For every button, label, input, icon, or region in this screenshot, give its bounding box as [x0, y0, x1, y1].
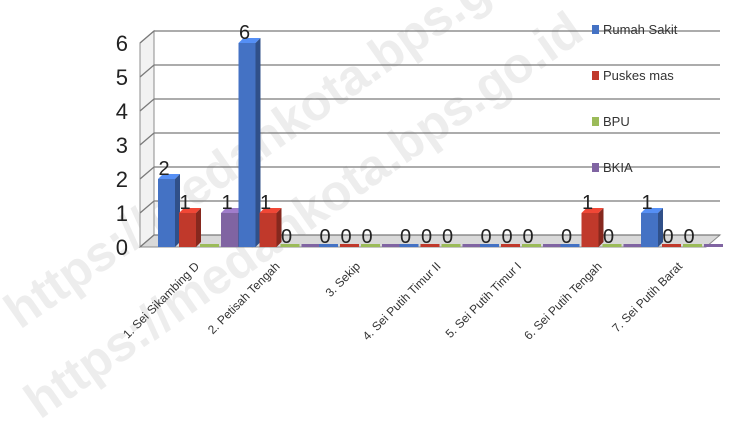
gridline [139, 200, 720, 214]
legend-swatch [592, 117, 599, 126]
bar [501, 244, 520, 247]
bar [420, 244, 440, 247]
bar-top [221, 208, 243, 213]
bar-top [641, 208, 663, 213]
bar-side [255, 38, 261, 247]
bar [221, 213, 238, 247]
bar [543, 244, 562, 247]
y-tick-label: 4 [116, 99, 128, 124]
bar-side [196, 208, 201, 247]
bar-top [238, 38, 261, 43]
legend-swatch [592, 163, 599, 172]
legend-swatch [592, 25, 599, 34]
bar [560, 244, 580, 247]
gridline [139, 30, 720, 44]
category-label: 6. Sei Putih Tengah [521, 259, 604, 342]
y-tick-label: 3 [116, 133, 128, 158]
bar-top [158, 174, 180, 179]
data-label: 1 [221, 192, 232, 214]
bar-top [179, 208, 201, 213]
data-label: 0 [442, 226, 453, 248]
bar [662, 244, 681, 247]
data-label: 0 [319, 226, 330, 248]
bar [641, 213, 658, 247]
bar [361, 244, 380, 247]
bar [480, 244, 499, 247]
bar-side [598, 208, 604, 247]
data-label: 1 [260, 192, 271, 214]
watermark-text: https://medankota.bps.go.id [14, 1, 592, 422]
data-label: 0 [603, 226, 614, 248]
gridline [139, 166, 720, 180]
gridline [139, 64, 720, 78]
bar-side [276, 208, 282, 247]
bar [704, 244, 723, 247]
legend-label: BPU [603, 114, 630, 129]
y-tick-label: 0 [116, 235, 128, 260]
bar [259, 213, 277, 247]
bar [301, 244, 321, 247]
bar [602, 244, 622, 247]
bar [158, 179, 175, 247]
bar [441, 244, 461, 247]
bar-side [658, 208, 663, 247]
data-label: 0 [421, 226, 432, 248]
bar [522, 244, 541, 247]
bar-side [175, 174, 180, 247]
bar [340, 244, 359, 247]
y-tick-label: 2 [116, 167, 128, 192]
category-label: 4. Sei Putih Timur II [360, 259, 444, 343]
y-tick-label: 1 [116, 201, 128, 226]
watermark-layer: https://medankota.bps.go.id https://meda… [0, 0, 592, 422]
data-label: 2 [158, 158, 169, 180]
gridline [139, 98, 720, 112]
bar [238, 43, 256, 247]
data-label: 0 [501, 226, 512, 248]
legend-label: Puskes mas [603, 68, 674, 83]
category-label: 7. Sei Putih Barat [609, 259, 685, 335]
bar [581, 213, 599, 247]
bar [382, 244, 401, 247]
data-label: 1 [179, 192, 190, 214]
bar-top [581, 208, 604, 213]
bar [623, 244, 643, 247]
gridline [139, 132, 720, 146]
data-label: 1 [641, 192, 652, 214]
legend-label: Rumah Sakit [603, 22, 678, 37]
data-label: 0 [683, 226, 694, 248]
data-label: 0 [522, 226, 533, 248]
bar [319, 244, 338, 247]
bar [683, 244, 702, 247]
y-tick-label: 5 [116, 65, 128, 90]
data-label: 1 [582, 192, 593, 214]
data-label: 0 [480, 226, 491, 248]
data-label: 6 [239, 22, 250, 44]
bar [200, 244, 219, 247]
category-label: 3. Sekip [323, 259, 364, 300]
data-label: 0 [400, 226, 411, 248]
bar-top [259, 208, 282, 213]
bar [280, 244, 300, 247]
data-label: 0 [662, 226, 673, 248]
legend: Rumah Sakit Puskes mas BPU BKIA [592, 22, 678, 175]
bar [179, 213, 196, 247]
category-label: 5. Sei Putih Timur I [443, 259, 525, 341]
legend-label: BKIA [603, 160, 633, 175]
legend-swatch [592, 71, 599, 80]
data-label: 0 [361, 226, 372, 248]
gridline [139, 234, 720, 248]
bar [399, 244, 419, 247]
y-tick-label: 6 [116, 31, 128, 56]
bar [462, 244, 482, 247]
data-label: 0 [561, 226, 572, 248]
data-label: 0 [340, 226, 351, 248]
data-label: 0 [281, 226, 292, 248]
